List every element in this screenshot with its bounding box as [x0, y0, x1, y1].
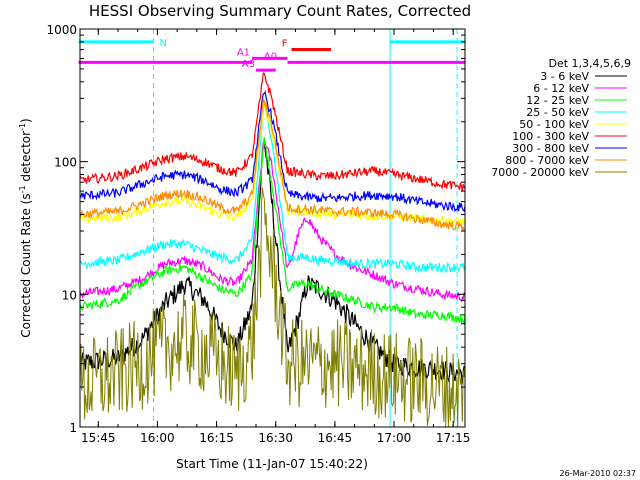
legend-label-6: 100 - 300 keV: [512, 130, 589, 143]
series-line-1: [79, 143, 466, 384]
y-tick-label-4: 1000: [46, 23, 77, 37]
plot-frame: [79, 28, 466, 428]
series-line-9: [79, 187, 466, 428]
legend-label-7: 300 - 800 keV: [512, 142, 589, 155]
legend-label-9: 7000 - 20000 keV: [491, 166, 589, 179]
x-tick-label-6: 17:00: [377, 431, 412, 445]
series-line-4: [79, 103, 466, 274]
legend-title: Det 1,3,4,5,6,9: [548, 57, 631, 70]
x-tick-label-2: 16:00: [140, 431, 175, 445]
y-axis-label: Corrected Count Rate (s-1 detector-1): [18, 118, 33, 337]
annotation-label-1: N: [159, 38, 166, 49]
y-tick-label-3: 100: [54, 156, 77, 170]
y-label-part-2: detector: [19, 131, 33, 186]
annotation-label-3: A1: [237, 47, 250, 58]
chart-title: HESSI Observing Summary Count Rates, Cor…: [89, 2, 471, 20]
timestamp: 26-Mar-2010 02:37: [560, 469, 637, 478]
x-tick-label-1: 15:45: [81, 431, 116, 445]
series-line-6: [79, 72, 466, 192]
annotation-label-4: A3: [242, 59, 255, 70]
x-tick-label-3: 16:15: [199, 431, 234, 445]
y-label-part-3: ): [19, 118, 33, 123]
legend-label-8: 800 - 7000 keV: [505, 154, 589, 167]
series-line-8: [79, 97, 466, 232]
series-line-3: [79, 137, 466, 326]
legend-label-3: 12 - 25 keV: [526, 94, 589, 107]
annotation-label-5: F: [282, 39, 288, 50]
y-tick-label-2: 10: [62, 288, 77, 302]
y-label-part-1: Corrected Count Rate (s: [19, 193, 33, 337]
legend-label-5: 50 - 100 keV: [519, 118, 589, 131]
x-tick-label-7: 17:15: [436, 431, 471, 445]
x-axis-label: Start Time (11-Jan-07 15:40:22): [176, 457, 368, 471]
legend-label-4: 25 - 50 keV: [526, 106, 589, 119]
x-tick-label-5: 16:45: [318, 431, 353, 445]
x-tick-label-4: 16:30: [258, 431, 293, 445]
y-tick-label-1: 1: [69, 421, 77, 435]
legend-label-2: 6 - 12 keV: [533, 82, 589, 95]
annotation-label-2: A0: [264, 51, 277, 62]
axes: 15:45 16:00 16:15 16:30 16:45 17:00 17:15 1 10 10…: [46, 23, 470, 445]
legend-label-1: 3 - 6 keV: [540, 70, 589, 83]
y-label-sup-2: -1: [18, 123, 27, 131]
y-label-sup-1: -1: [18, 185, 27, 193]
series-line-7: [79, 90, 466, 213]
